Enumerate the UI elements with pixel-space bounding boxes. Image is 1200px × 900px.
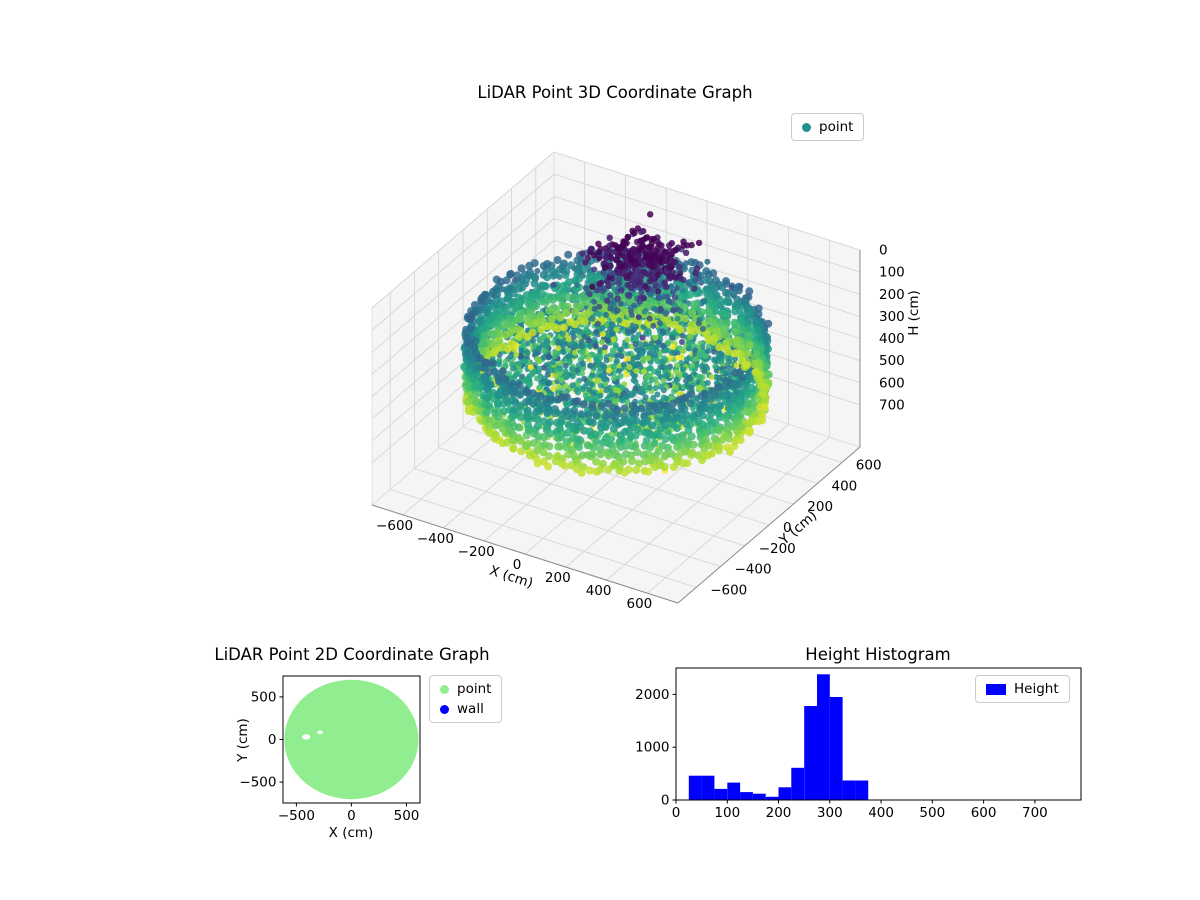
svg-text:−400: −400 bbox=[735, 562, 772, 578]
svg-text:400: 400 bbox=[586, 583, 612, 599]
svg-text:−200: −200 bbox=[458, 544, 495, 560]
hist-bar bbox=[740, 792, 753, 800]
svg-text:200: 200 bbox=[807, 499, 833, 515]
hist-bar bbox=[688, 775, 702, 800]
svg-text:0: 0 bbox=[347, 808, 356, 824]
svg-text:0: 0 bbox=[661, 793, 670, 809]
hist-bar bbox=[727, 782, 741, 800]
svg-text:−600: −600 bbox=[376, 518, 413, 534]
svg-text:100: 100 bbox=[879, 265, 905, 281]
plot3d-axes: −600−400−2000200400600−600−400−200020040… bbox=[371, 151, 922, 613]
plot3d-axis-spines bbox=[371, 250, 861, 604]
legend-label-height: Height bbox=[1014, 681, 1059, 697]
svg-text:−500: −500 bbox=[239, 775, 276, 791]
plot3d-tick-labels: −600−400−2000200400600−600−400−200020040… bbox=[376, 243, 905, 613]
histogram-axes: 0 100 200 300 400 500 600 700 0 1000 2000 bbox=[635, 667, 1082, 821]
svg-text:500: 500 bbox=[919, 805, 945, 821]
hist-bar bbox=[778, 787, 792, 800]
svg-text:500: 500 bbox=[394, 808, 420, 824]
svg-text:0: 0 bbox=[672, 805, 681, 821]
svg-text:100: 100 bbox=[714, 805, 740, 821]
svg-text:0: 0 bbox=[783, 520, 792, 536]
svg-text:300: 300 bbox=[817, 805, 843, 821]
svg-text:200: 200 bbox=[766, 805, 792, 821]
legend-row-wall: wall bbox=[440, 701, 491, 717]
histogram-title: Height Histogram bbox=[805, 645, 951, 664]
svg-text:−600: −600 bbox=[710, 582, 747, 598]
height-marker-icon bbox=[986, 683, 1006, 695]
plot2d-content: −500 0 500 500 0 −500 bbox=[239, 675, 421, 824]
legend-row-point: point bbox=[802, 119, 853, 135]
svg-text:−200: −200 bbox=[759, 541, 796, 557]
hist-bar bbox=[804, 706, 818, 800]
svg-text:2000: 2000 bbox=[635, 687, 669, 703]
svg-text:500: 500 bbox=[251, 689, 277, 705]
point-marker-icon bbox=[802, 122, 811, 132]
svg-text:1000: 1000 bbox=[635, 740, 669, 756]
svg-text:400: 400 bbox=[832, 478, 858, 494]
legend-label-point: point bbox=[819, 119, 854, 135]
svg-text:600: 600 bbox=[856, 458, 882, 474]
legend-row-height: Height bbox=[986, 681, 1059, 697]
svg-text:200: 200 bbox=[545, 570, 571, 586]
hist-bar bbox=[714, 788, 728, 800]
svg-text:−400: −400 bbox=[417, 531, 454, 547]
svg-text:700: 700 bbox=[1022, 805, 1048, 821]
svg-text:0: 0 bbox=[879, 243, 888, 259]
legend-label-wall: wall bbox=[457, 701, 484, 717]
svg-text:600: 600 bbox=[627, 596, 653, 612]
plot2d-y-axis-label: Y (cm) bbox=[235, 718, 251, 763]
wall-marker-icon bbox=[440, 704, 449, 714]
hist-bar bbox=[752, 793, 766, 800]
svg-text:−500: −500 bbox=[278, 808, 315, 824]
svg-text:600: 600 bbox=[971, 805, 997, 821]
svg-text:400: 400 bbox=[879, 331, 905, 347]
svg-text:600: 600 bbox=[879, 375, 905, 391]
plot3d-h-axis-label: H (cm) bbox=[906, 290, 922, 336]
svg-text:500: 500 bbox=[879, 353, 905, 369]
legend-label-point: point bbox=[457, 681, 492, 697]
svg-text:300: 300 bbox=[879, 309, 905, 325]
plot3d-point-cloud bbox=[460, 211, 773, 477]
svg-text:700: 700 bbox=[879, 397, 905, 413]
hist-bar bbox=[817, 674, 830, 800]
plot3d-legend: point bbox=[791, 113, 865, 141]
svg-text:400: 400 bbox=[868, 805, 894, 821]
hist-bar bbox=[842, 780, 856, 800]
plot3d-title: LiDAR Point 3D Coordinate Graph bbox=[477, 83, 753, 102]
hist-bar bbox=[855, 780, 869, 800]
plot2d-axes: −500 0 500 500 0 −500 X (cm) Y (cm) bbox=[235, 675, 421, 841]
histogram-legend: Height bbox=[975, 675, 1070, 703]
hist-bar bbox=[765, 796, 779, 800]
point-marker-icon bbox=[440, 684, 449, 694]
plot2d-title: LiDAR Point 2D Coordinate Graph bbox=[214, 645, 490, 664]
plot2d-x-axis-label: X (cm) bbox=[329, 825, 374, 841]
legend-row-point: point bbox=[440, 681, 491, 697]
svg-text:200: 200 bbox=[879, 287, 905, 303]
svg-text:0: 0 bbox=[268, 732, 277, 748]
histogram-content: 0 100 200 300 400 500 600 700 0 1000 2000 bbox=[635, 667, 1082, 821]
plot2d-legend: point wall bbox=[429, 675, 503, 723]
hist-bar bbox=[791, 767, 805, 800]
svg-text:0: 0 bbox=[513, 557, 522, 573]
hist-bar bbox=[701, 775, 715, 800]
plot3d-x-axis-label: X (cm) bbox=[488, 563, 535, 592]
hist-bar bbox=[829, 697, 843, 800]
